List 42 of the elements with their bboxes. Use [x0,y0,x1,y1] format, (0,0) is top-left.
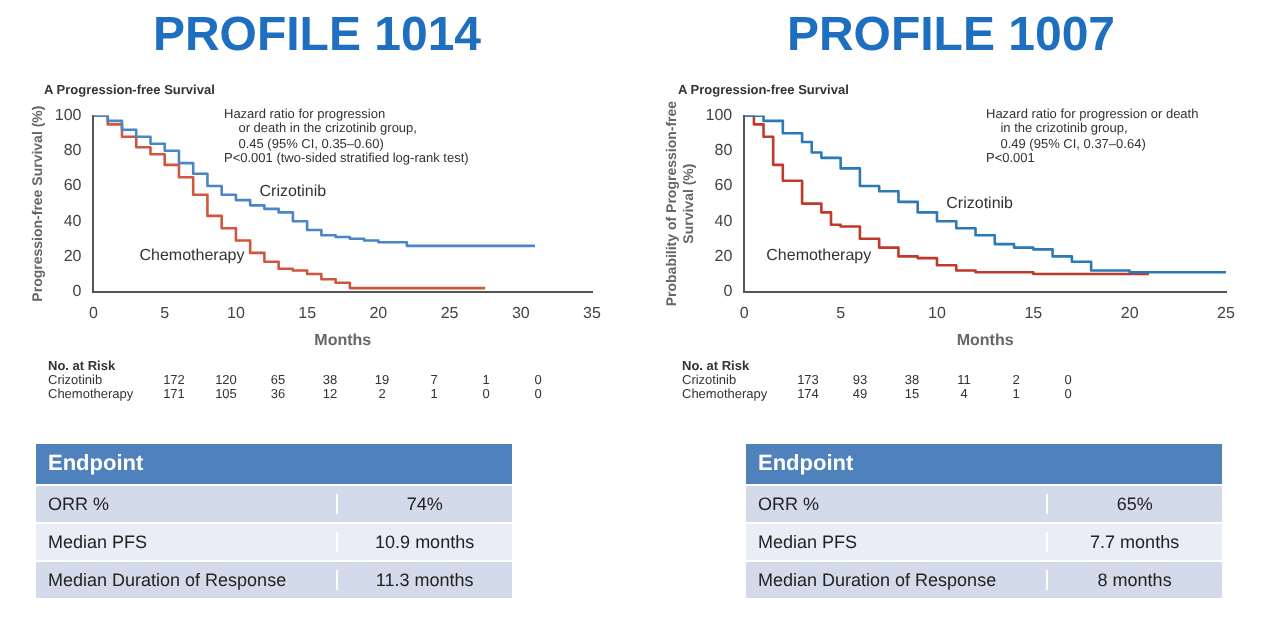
text: Median PFS 10.9 months [48,532,475,552]
y-tick-label: 0 [723,282,734,301]
series-label: Crizotinib [946,193,1015,212]
x-tick-label: 30 [511,303,531,322]
x-tick-label: 10 [928,303,947,322]
x-axis-title: Months [314,330,373,349]
chart-title: PROFILE 1007 [784,8,1118,64]
x-tick-label: 0 [739,303,750,322]
text: Median PFS 7.7 months [758,532,1180,552]
x-tick-label: 20 [1120,303,1140,322]
x-tick-label: 5 [836,303,847,322]
y-tick-label: 60 [714,176,734,195]
x-tick-label: 35 [583,303,602,322]
text: ORR % 74% [48,494,443,514]
series-label: Crizotinib [259,181,328,200]
chart-title: PROFILE 1014 [150,8,484,64]
y-tick-label: 20 [714,246,734,265]
y-tick-label: 80 [63,141,83,160]
y-tick-label: 100 [54,106,83,125]
text: Median Duration of Response 11.3 months [48,570,474,590]
y-tick-label: 40 [714,211,734,230]
x-tick-label: 10 [227,303,246,322]
x-tick-label: 25 [1217,303,1236,322]
y-tick-label: 20 [63,246,83,265]
y-tick-label: 100 [705,106,734,125]
x-tick-label: 25 [440,303,460,322]
x-tick-label: 15 [298,303,318,322]
x-tick-label: 15 [1024,303,1044,322]
text: Endpoint [46,452,146,476]
x-tick-label: 20 [369,303,389,322]
text: Median Duration of Response 8 months [758,570,1172,590]
x-axis-title: Months [956,330,1015,349]
text: ORR % 65% [758,494,1153,514]
y-tick-label: 0 [72,282,83,301]
text: Endpoint [756,452,856,476]
y-tick-label: 40 [63,211,83,230]
y-tick-label: 80 [714,141,734,160]
series-label: Chemotherapy [139,245,245,264]
x-tick-label: 0 [89,303,100,322]
x-tick-label: 5 [160,303,171,322]
y-tick-label: 60 [63,176,83,195]
series-label: Chemotherapy [766,245,872,264]
